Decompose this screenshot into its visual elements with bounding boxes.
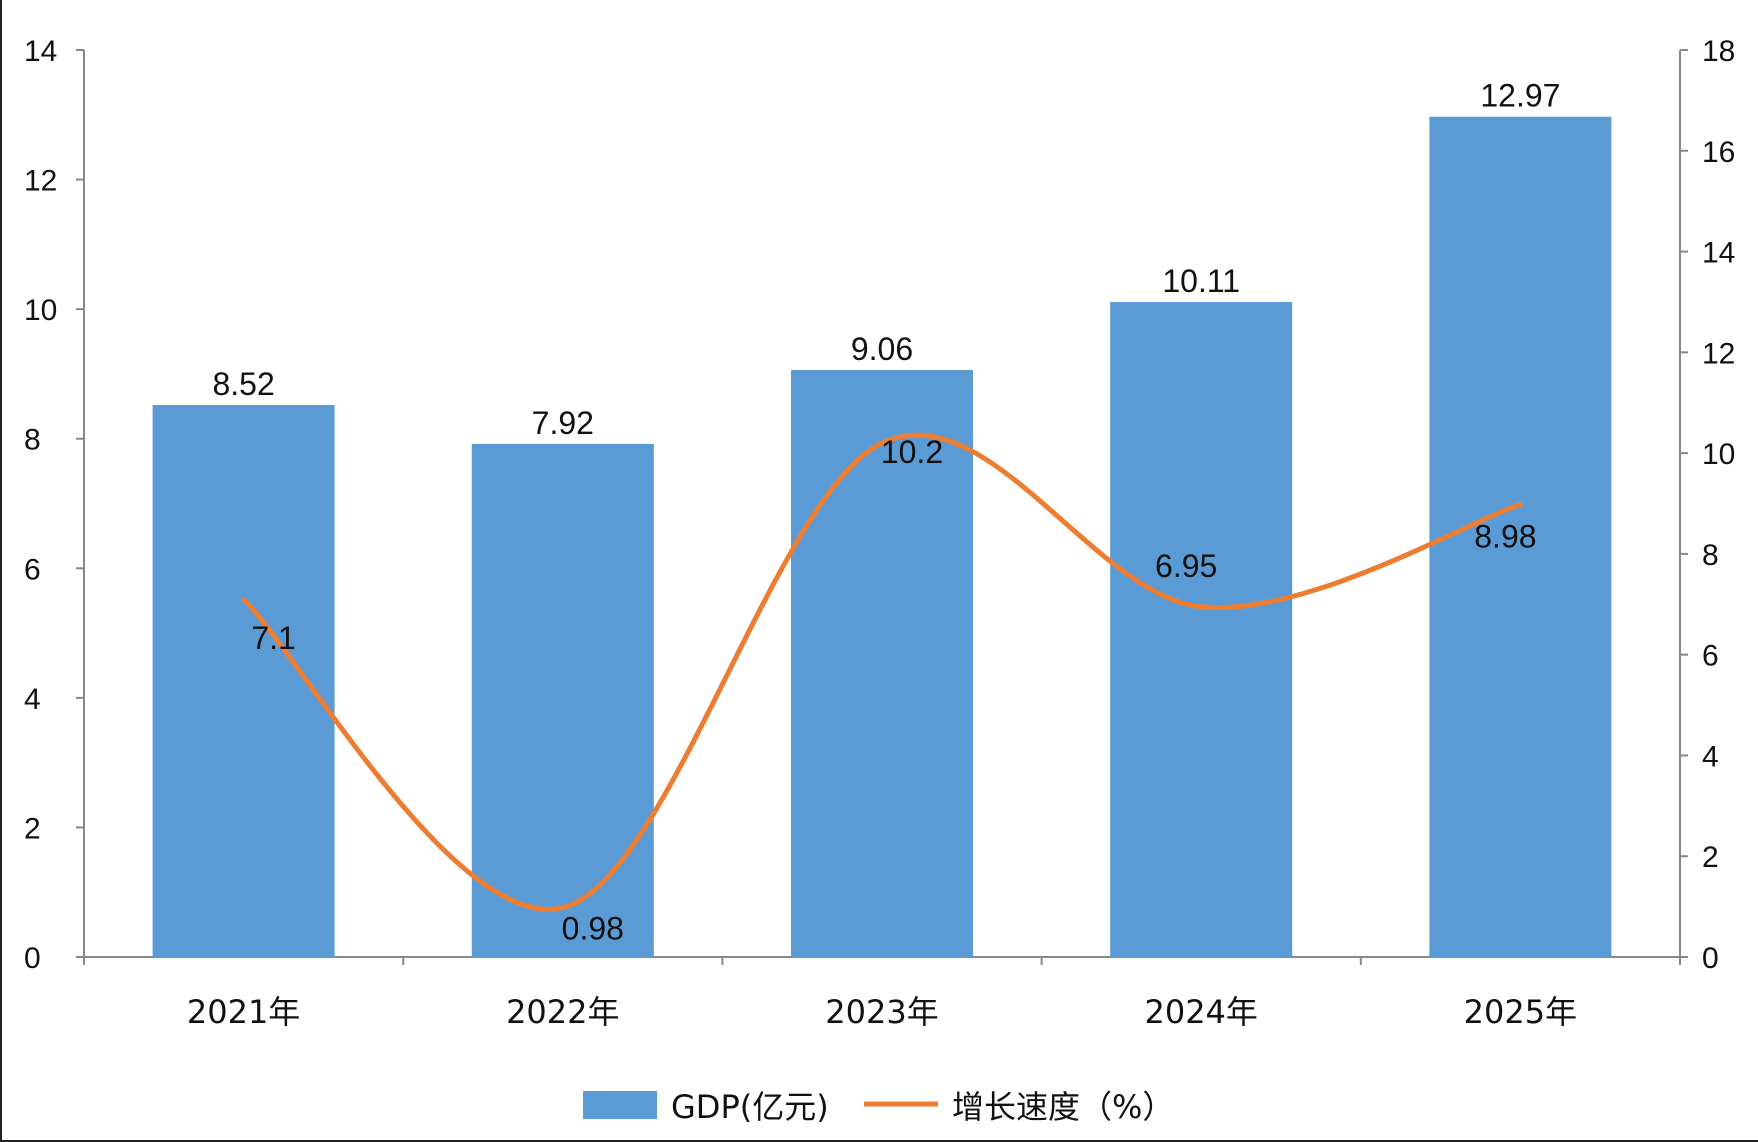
y-right-tick-label: 10 — [1702, 438, 1735, 471]
line-data-label: 6.95 — [1155, 548, 1217, 584]
y-left-tick-label: 4 — [24, 683, 41, 716]
y-left-tick-label: 8 — [24, 424, 41, 457]
bar-data-label: 12.97 — [1480, 78, 1560, 114]
y-right-tick-label: 14 — [1702, 237, 1735, 270]
growth-rate-point — [243, 598, 245, 600]
x-tick-label: 2025年 — [1464, 993, 1577, 1031]
line-data-label: 10.2 — [881, 434, 943, 470]
y-right-tick-label: 4 — [1702, 740, 1719, 773]
bar-gdp — [1429, 116, 1612, 957]
y-right-tick-label: 8 — [1702, 539, 1719, 572]
bar-series — [152, 116, 1612, 957]
growth-rate-point — [1519, 504, 1521, 506]
y-right-tick-label: 16 — [1702, 136, 1735, 169]
x-tick-label: 2023年 — [825, 993, 938, 1031]
growth-rate-point — [562, 907, 564, 909]
legend: GDP(亿元) 增长速度（%） — [583, 1088, 1174, 1126]
growth-rate-point — [881, 442, 883, 444]
bar-gdp — [471, 443, 654, 957]
y-left-tick-label: 2 — [24, 812, 41, 845]
y-left-tick-label: 10 — [24, 294, 57, 327]
legend-label-gdp: GDP(亿元) — [671, 1088, 829, 1126]
y-left-tick-label: 6 — [24, 553, 41, 586]
line-data-label: 8.98 — [1474, 519, 1536, 555]
bar-gdp — [791, 370, 973, 957]
y-left-tick-label: 0 — [24, 942, 41, 975]
bar-data-label: 7.92 — [532, 405, 594, 441]
line-data-label: 0.98 — [562, 911, 624, 947]
line-data-label: 7.1 — [251, 620, 295, 656]
axes: 0 2 4 6 8 10 12 14 0 2 4 6 8 10 12 14 16 18 2021年 2022年 2023… — [24, 35, 1735, 1031]
bar-gdp — [1110, 302, 1293, 957]
y-right-tick-label: 0 — [1702, 942, 1719, 975]
y-right-tick-label: 12 — [1702, 337, 1735, 370]
y-left-tick-label: 12 — [24, 165, 57, 198]
x-tick-label: 2022年 — [506, 993, 619, 1031]
x-tick-label: 2021年 — [187, 993, 300, 1031]
legend-label-growth: 增长速度（%） — [952, 1088, 1174, 1126]
x-tick-label: 2024年 — [1144, 993, 1257, 1031]
bar-data-label: 10.11 — [1162, 263, 1240, 299]
legend-swatch-gdp — [583, 1091, 657, 1119]
bar-data-label: 9.06 — [851, 331, 913, 367]
y-right-tick-label: 2 — [1702, 841, 1719, 874]
growth-rate-line — [241, 432, 1523, 912]
line-series — [241, 432, 1523, 912]
growth-rate-point — [1200, 606, 1202, 608]
bar-data-label: 8.52 — [212, 366, 274, 402]
y-right-tick-label: 18 — [1702, 35, 1735, 68]
y-right-tick-label: 6 — [1702, 640, 1719, 673]
data-labels: 8.52 7.92 9.06 10.11 12.97 7.1 0.98 10.2 6.95 8.9… — [212, 78, 1560, 947]
y-left-tick-label: 14 — [24, 35, 57, 68]
